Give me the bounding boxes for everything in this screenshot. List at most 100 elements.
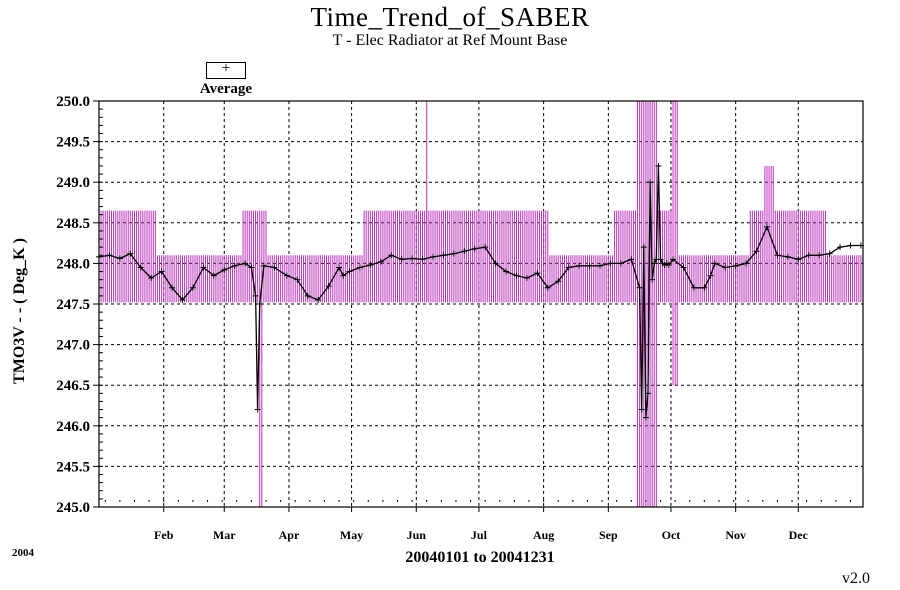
average-point [336, 264, 343, 271]
average-point [534, 270, 541, 277]
average-point [346, 268, 353, 275]
average-point [450, 250, 457, 257]
average-point [189, 284, 196, 291]
average-point [523, 275, 530, 282]
average-point [586, 262, 593, 269]
average-point [707, 272, 714, 279]
average-point [690, 284, 697, 291]
average-point [231, 262, 238, 269]
x-tick-label: Mar [213, 528, 236, 542]
average-point [555, 278, 562, 285]
average-point [743, 260, 750, 267]
x-tick-label: Feb [154, 528, 174, 542]
axes [93, 100, 864, 512]
average-point [576, 262, 583, 269]
average-point [179, 296, 186, 303]
average-point [210, 272, 217, 279]
average-point [158, 268, 165, 275]
average-point [315, 296, 322, 303]
average-point [283, 272, 290, 279]
average-point [503, 268, 510, 275]
average-point [642, 414, 649, 421]
average-point [377, 258, 384, 265]
average-point [805, 252, 812, 259]
average-point [701, 284, 708, 291]
average-point [429, 253, 436, 260]
legend-label: Average [199, 81, 253, 97]
legend-box [206, 62, 246, 79]
x-tick-label: Oct [662, 528, 681, 542]
average-point [665, 262, 672, 269]
average-point [254, 406, 261, 413]
average-point [169, 284, 176, 291]
average-point [482, 244, 489, 251]
average-point [607, 260, 614, 267]
average-point [340, 272, 347, 279]
x-tick-label: Nov [725, 528, 746, 542]
average-point [647, 179, 654, 186]
average-point [325, 283, 332, 290]
y-tick-label: 249.0 [56, 175, 90, 191]
average-point [367, 262, 374, 269]
average-point [256, 301, 263, 307]
average-point [544, 284, 551, 291]
average-point [657, 256, 664, 263]
y-tick-label: 247.0 [56, 338, 90, 354]
x-tick-label: Apr [279, 528, 300, 542]
average-point [419, 256, 426, 263]
average-point [732, 262, 739, 269]
average-point [644, 390, 651, 397]
average-point [116, 255, 123, 262]
version-label: v2.0 [842, 570, 870, 587]
average-point [816, 252, 823, 259]
average-point [127, 250, 134, 257]
average-point [722, 264, 729, 271]
y-tick-label: 247.5 [56, 297, 90, 313]
tick-labels: 245.0 245.5 246.0 246.5 247.0 247.5 248.0 248.5… [56, 94, 808, 542]
average-point [409, 255, 416, 262]
y-tick-label: 248.0 [56, 256, 90, 272]
average-point [248, 264, 255, 271]
average-point [826, 250, 833, 257]
average-point [753, 248, 760, 255]
average-point [492, 260, 499, 267]
average-point [356, 264, 363, 271]
x-axis-label: 20040101 to 20041231 [405, 549, 555, 566]
chart-title: Time_Trend_of_SABER [310, 2, 590, 32]
average-point [638, 406, 645, 413]
grid [99, 101, 863, 507]
average-point [260, 262, 267, 269]
average-point [106, 252, 113, 259]
average-point [398, 256, 405, 263]
average-point [242, 260, 249, 267]
average-line [98, 165, 861, 418]
y-tick-label: 248.5 [56, 216, 90, 232]
average-point [617, 260, 624, 267]
x-tick-label: Jul [471, 528, 488, 542]
average-series [96, 162, 864, 421]
min-max-series [98, 101, 862, 507]
x-tick-label: Aug [533, 528, 554, 542]
average-point [847, 242, 854, 249]
y-tick-label: 249.5 [56, 135, 90, 151]
average-point [628, 256, 635, 263]
x-tick-label: Jun [407, 528, 427, 542]
average-point [655, 162, 662, 169]
average-point [148, 275, 155, 282]
average-point [837, 244, 844, 251]
average-point [137, 264, 144, 271]
average-point [388, 252, 395, 259]
y-tick-label: 246.0 [56, 419, 90, 435]
average-point [565, 264, 572, 271]
y-tick-label: 250.0 [56, 94, 90, 110]
average-point [596, 262, 603, 269]
average-point [763, 223, 770, 230]
average-point [513, 272, 520, 279]
average-point [640, 244, 647, 251]
average-point [294, 276, 301, 283]
average-point [221, 266, 228, 273]
average-point [461, 248, 468, 255]
average-point [252, 292, 259, 299]
average-point [636, 284, 643, 291]
